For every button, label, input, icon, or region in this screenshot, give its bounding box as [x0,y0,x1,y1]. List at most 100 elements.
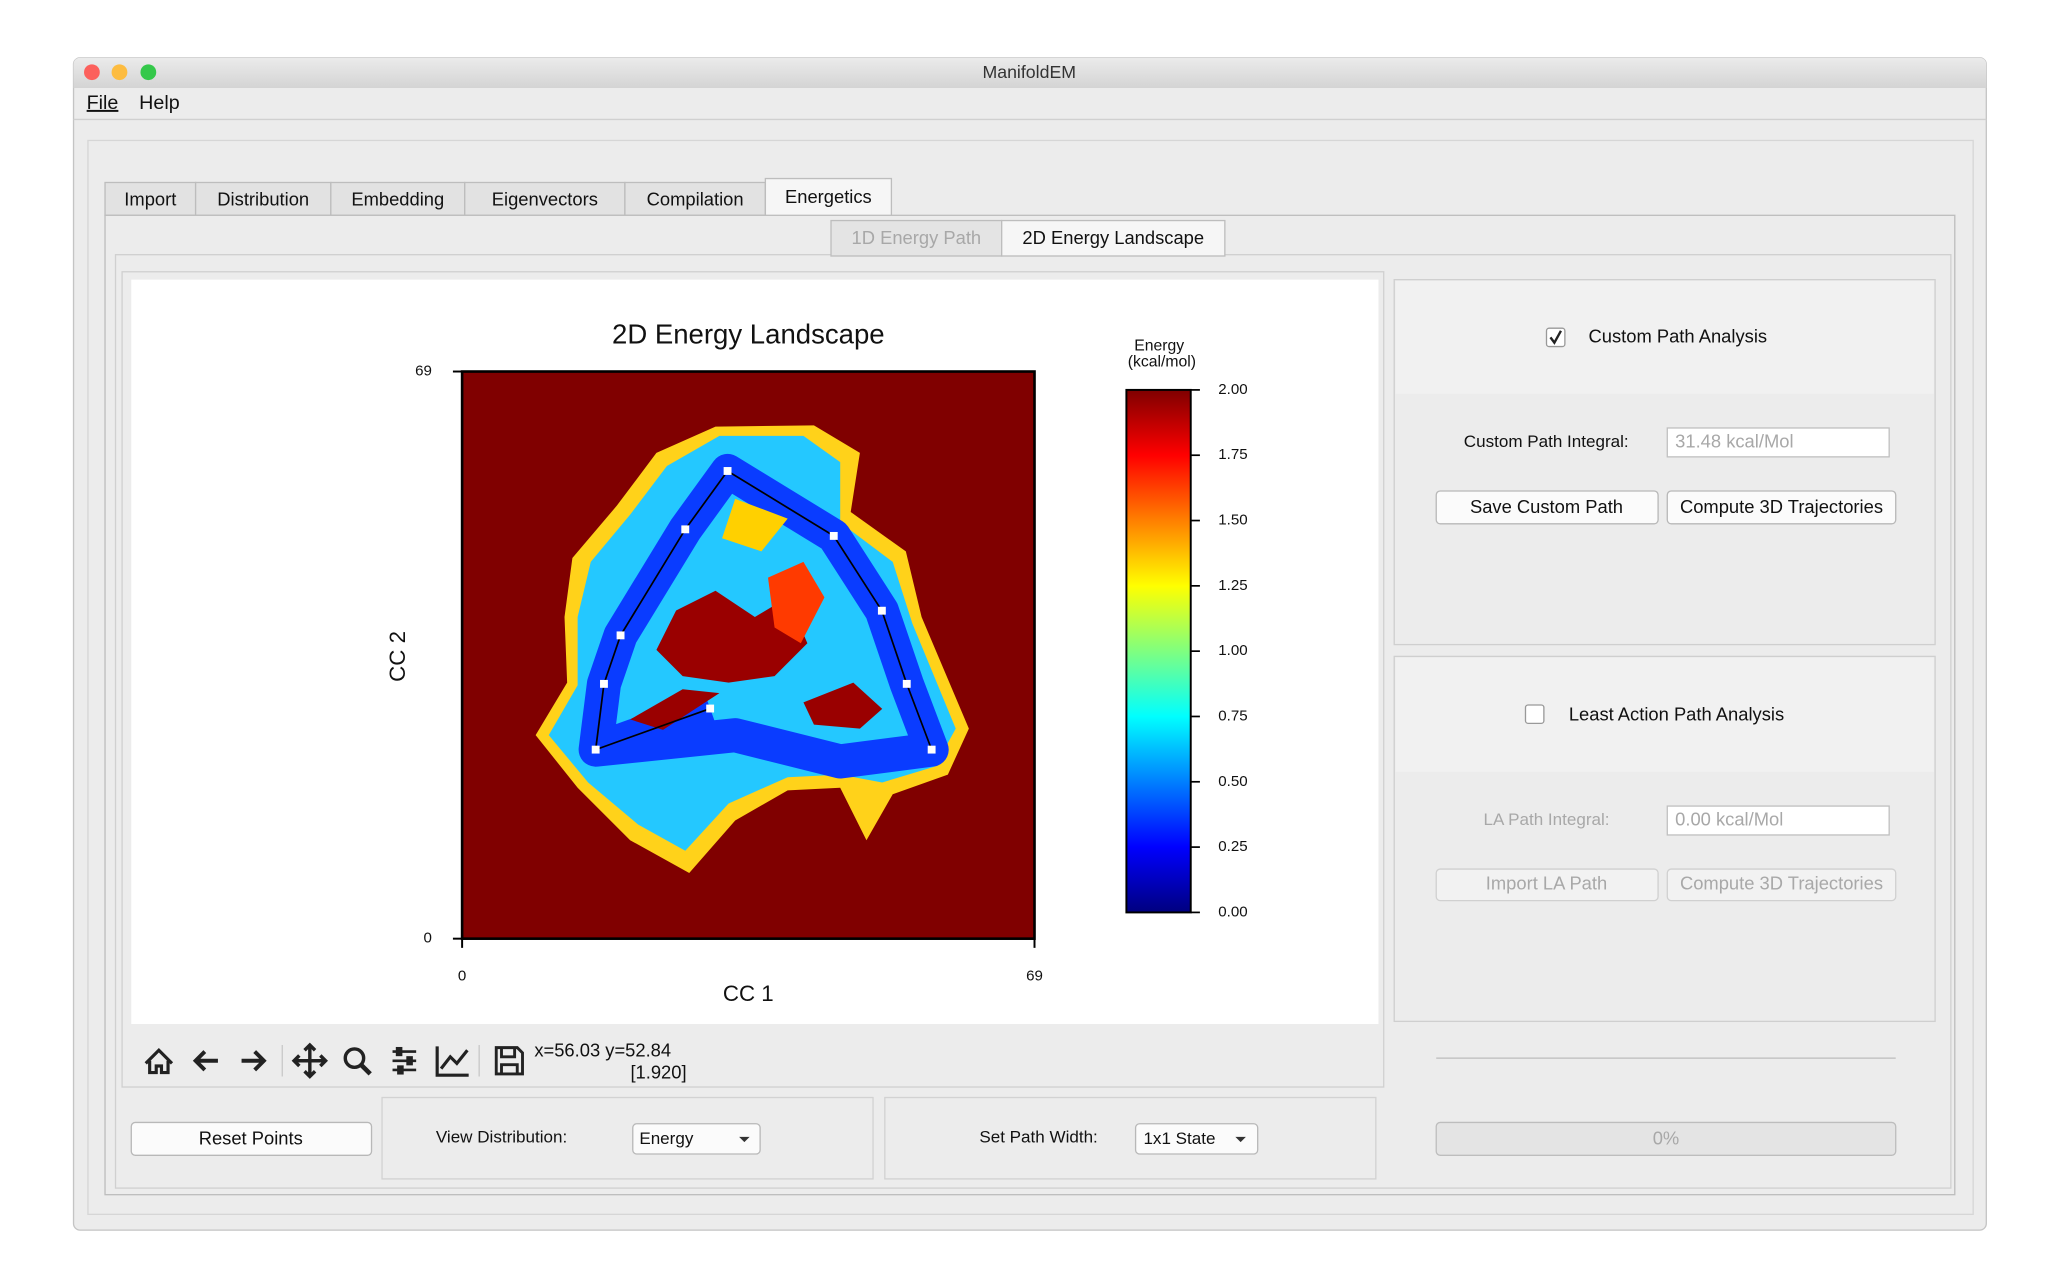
path-point[interactable] [829,531,838,540]
colorbar-tick-label: 1.50 [1218,512,1247,529]
window-title: ManifoldEM [982,62,1076,82]
x-axis-label: CC 1 [723,981,774,1006]
x-tick-label: 69 [1026,968,1043,985]
colorbar-units: (kcal/mol) [1128,353,1196,370]
view-value: Energy [639,1129,693,1148]
save-button[interactable] [1435,490,1659,525]
la-label: Least Action Path Analysis [1569,703,1784,724]
la-checkbox[interactable] [1524,704,1545,725]
custom-path [594,469,933,751]
edit-icon[interactable] [435,1046,469,1077]
la-integral-label: LA Path Integral: [1483,810,1609,829]
tab-label: Energetics [785,186,872,207]
tab[interactable] [464,181,626,216]
view-combo[interactable] [632,1123,761,1155]
zoom-icon[interactable] [343,1047,366,1070]
progress-label: 0% [1653,1127,1680,1148]
tab-label: Compilation [647,189,744,210]
chart-title: 2D Energy Landscape [612,318,885,349]
back-icon[interactable] [192,1050,218,1072]
path-point[interactable] [616,631,625,640]
reset-button[interactable] [130,1121,373,1156]
colorbar-title: Energy [1134,338,1184,355]
la-header [1395,657,1934,772]
menu-help[interactable]: Help [139,92,180,114]
custom-integral-field[interactable] [1666,427,1890,458]
width-label: Set Path Width: [979,1128,1097,1147]
compute-button[interactable] [1666,490,1897,525]
home-icon[interactable] [144,1048,174,1075]
path-point[interactable] [902,679,911,688]
group-box [87,139,1974,1216]
custom-label: Custom Path Analysis [1589,325,1768,346]
reset-label: Reset Points [199,1127,303,1148]
heatmap-hole [803,682,883,729]
x-tick-label: 0 [458,968,466,985]
y-tick-label: 69 [415,363,432,380]
save-icon[interactable] [494,1046,524,1076]
tab[interactable] [764,177,893,218]
combo-arrow [1235,1136,1246,1143]
import-button [1435,868,1659,902]
la-integral-value: 0.00 kcal/Mol [1675,808,1783,829]
width-group [884,1096,1377,1180]
heatmap-hole [768,561,825,644]
la-compute-label: Compute 3D Trajectories [1680,873,1883,894]
custom-header [1395,280,1934,394]
heatmap-hole [656,590,808,683]
colorbar-tick-label: 0.00 [1218,903,1247,920]
cursor-coords: x=56.03 y=52.84 [534,1039,671,1060]
close-button[interactable] [84,64,100,81]
tab-label: Distribution [217,189,309,210]
view-group [381,1096,874,1180]
path-point[interactable] [927,745,936,754]
custom-integral-value: 31.48 kcal/Mol [1675,430,1793,451]
colorbar-tick-label: 0.75 [1218,707,1247,724]
forward-icon[interactable] [241,1050,267,1072]
subtab[interactable] [1001,219,1226,257]
path-point[interactable] [591,745,600,754]
la-integral-field [1666,805,1890,836]
path-point[interactable] [681,525,690,534]
heatmap-hole [722,498,788,552]
subtab-label: 2D Energy Landscape [1022,227,1204,248]
view-label: View Distribution: [436,1128,567,1147]
colorbar-tick-label: 1.00 [1218,642,1247,659]
y-axis-label: CC 2 [385,631,410,682]
menu-file[interactable]: File [87,92,119,114]
colorbar-tick-label: 1.25 [1218,577,1247,594]
combo-arrow [739,1136,750,1143]
y-tick-label: 0 [424,930,432,947]
tab-label: Import [124,189,176,210]
cursor-value: [1.920] [630,1062,686,1083]
width-value: 1x1 State [1143,1129,1215,1148]
tab[interactable] [194,181,332,216]
pan-icon[interactable] [291,1042,328,1079]
colorbar-tick-label: 1.75 [1218,446,1247,463]
toolbar [144,1042,524,1079]
colorbar-tick-label: 0.50 [1218,773,1247,790]
subplots-icon[interactable] [397,1065,404,1075]
tab[interactable] [330,181,466,216]
zoom-button[interactable] [140,64,157,81]
import-label: Import LA Path [1486,873,1607,894]
path-point[interactable] [600,679,608,688]
minimize-button[interactable] [111,64,128,81]
path-point[interactable] [877,606,886,615]
plot-border [460,370,1036,940]
compute-label: Compute 3D Trajectories [1680,496,1883,517]
tab-label: Eigenvectors [492,189,598,210]
la-compute-button [1666,868,1897,902]
custom-checkbox[interactable] [1545,327,1566,348]
colorbar [1125,388,1192,914]
title-bar [73,57,1987,88]
path-point[interactable] [706,704,715,713]
tab[interactable] [624,181,767,216]
subtab[interactable] [830,219,1003,257]
subtab-label: 1D Energy Path [852,227,982,248]
heatmap-hole [630,689,720,730]
width-combo[interactable] [1134,1123,1259,1155]
check-mark [1549,330,1562,345]
path-point[interactable] [723,467,732,475]
